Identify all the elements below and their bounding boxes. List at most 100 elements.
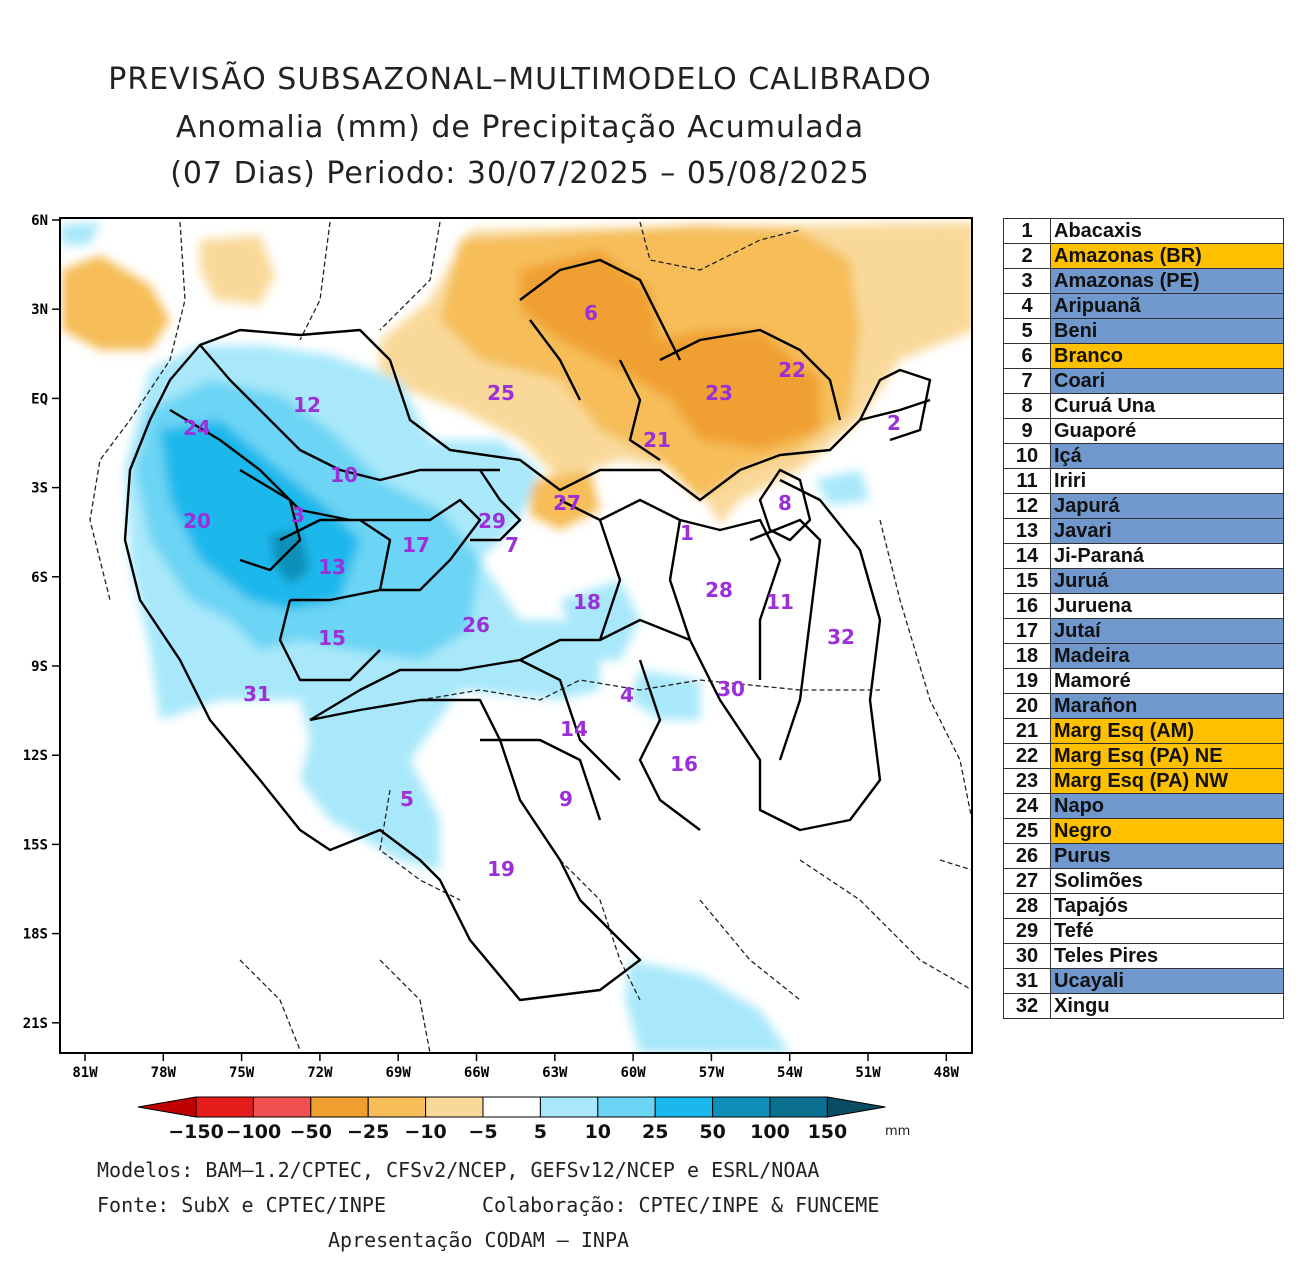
legend-number: 29 (1003, 918, 1051, 944)
legend-basin-name: Madeira (1050, 643, 1284, 669)
basin-label: 8 (778, 491, 792, 515)
legend-number: 3 (1003, 268, 1051, 294)
legend-row: 20 Marañon (1003, 693, 1284, 719)
basin-label: 15 (318, 626, 346, 650)
country-borders (89, 221, 972, 1053)
colorbar-tick-label: 150 (808, 1121, 848, 1143)
basin-legend-table: 1 Abacaxis 2 Amazonas (BR) 3 Amazonas (PE) 4 Ar… (1003, 218, 1284, 1019)
colorbar-tick-label: 100 (750, 1121, 790, 1143)
lon-tick-label: 48W (934, 1065, 960, 1081)
legend-basin-name: Japurá (1050, 493, 1284, 519)
basin-label: 9 (559, 787, 573, 811)
legend-row: 17 Jutaí (1003, 618, 1284, 644)
legend-row: 26 Purus (1003, 843, 1284, 869)
legend-number: 20 (1003, 693, 1051, 719)
footer-collaboration: Colaboração: CPTEC/INPE & FUNCEME (482, 1193, 880, 1217)
legend-basin-name: Ucayali (1050, 968, 1284, 994)
legend-row: 31 Ucayali (1003, 968, 1284, 994)
map-title-line-1: PREVISÃO SUBSAZONAL–MULTIMODELO CALIBRAD… (108, 62, 932, 97)
legend-basin-name: Ji-Paraná (1050, 543, 1284, 569)
basin-number-labels: 1 2 3 4 5 6 7 8 9 10 11 12 13 14 15 16 1… (183, 301, 901, 881)
legend-number: 22 (1003, 743, 1051, 769)
lon-tick-label: 51W (855, 1065, 881, 1081)
lat-tick-label: 3N (31, 302, 48, 318)
legend-number: 12 (1003, 493, 1051, 519)
legend-row: 22 Marg Esq (PA) NE (1003, 743, 1284, 769)
lat-tick-label: 18S (23, 927, 48, 943)
basin-label: 19 (487, 857, 515, 881)
legend-basin-name: Purus (1050, 843, 1284, 869)
legend-number: 19 (1003, 668, 1051, 694)
dry-anomaly-region (860, 222, 972, 330)
legend-basin-name: Beni (1050, 318, 1284, 344)
basin-label: 4 (620, 683, 634, 707)
legend-basin-name: Negro (1050, 818, 1284, 844)
basin-outlines (123, 258, 932, 1002)
legend-number: 2 (1003, 243, 1051, 269)
colorbar-tick-label: 25 (642, 1121, 668, 1143)
footer-models: Modelos: BAM–1.2/CPTEC, CFSv2/NCEP, GEFS… (97, 1158, 820, 1182)
basin-label: 23 (705, 381, 733, 405)
colorbar-unit: mm (885, 1124, 910, 1139)
dry-anomaly-region (62, 255, 170, 350)
legend-row: 6 Branco (1003, 343, 1284, 369)
lon-tick-label: 63W (542, 1065, 568, 1081)
legend-row: 13 Javari (1003, 518, 1284, 544)
lat-tick-label: EQ (31, 391, 48, 407)
map-frame (59, 217, 973, 1054)
legend-row: 18 Madeira (1003, 643, 1284, 669)
legend-number: 32 (1003, 993, 1051, 1019)
legend-basin-name: Marg Esq (AM) (1050, 718, 1284, 744)
basin-label: 7 (505, 533, 519, 557)
legend-number: 9 (1003, 418, 1051, 444)
legend-basin-name: Jutaí (1050, 618, 1284, 644)
legend-basin-name: Guaporé (1050, 418, 1284, 444)
footer-presentation: Apresentação CODAM – INPA (328, 1228, 630, 1252)
lon-tick-label: 57W (699, 1065, 725, 1081)
legend-row: 28 Tapajós (1003, 893, 1284, 919)
legend-number: 13 (1003, 518, 1051, 544)
legend-row: 19 Mamoré (1003, 668, 1284, 694)
legend-number: 25 (1003, 818, 1051, 844)
colorbar-tick-label: −10 (404, 1121, 446, 1143)
colorbar-segment (826, 1096, 886, 1118)
colorbar-segment (367, 1096, 427, 1118)
colorbar-segment (425, 1096, 484, 1118)
legend-row: 4 Aripuanã (1003, 293, 1284, 319)
legend-row: 1 Abacaxis (1003, 218, 1284, 244)
basin-label: 31 (243, 682, 271, 706)
basin-label: 26 (462, 613, 490, 637)
lon-tick-label: 75W (229, 1065, 255, 1081)
colorbar-tick-label: 10 (585, 1121, 611, 1143)
lon-tick-label: 72W (307, 1065, 333, 1081)
legend-number: 31 (1003, 968, 1051, 994)
legend-number: 23 (1003, 768, 1051, 794)
dry-anomaly-region (520, 250, 820, 450)
legend-basin-name: Tapajós (1050, 893, 1284, 919)
colorbar-tick-label: −100 (226, 1121, 282, 1143)
basin-label: 16 (670, 752, 698, 776)
legend-number: 1 (1003, 218, 1051, 244)
legend-row: 25 Negro (1003, 818, 1284, 844)
basin-label: 1 (680, 521, 694, 545)
colorbar-tick-label: 5 (534, 1121, 547, 1143)
legend-number: 17 (1003, 618, 1051, 644)
colorbar-tick-label: −25 (347, 1121, 389, 1143)
colorbar-tick-label: −5 (468, 1121, 497, 1143)
colorbar-segment (195, 1096, 254, 1118)
basin-label: 20 (183, 509, 211, 533)
legend-basin-name: Mamoré (1050, 668, 1284, 694)
legend-number: 24 (1003, 793, 1051, 819)
colorbar-segment (654, 1096, 714, 1118)
legend-row: 2 Amazonas (BR) (1003, 243, 1284, 269)
basin-label: 29 (478, 509, 506, 533)
colorbar-labels: −150 −100 −50 −25 −10 −5 5 10 25 50 100 150 (168, 1121, 847, 1143)
basin-label: 21 (643, 428, 671, 452)
legend-basin-name: Iriri (1050, 468, 1284, 494)
lon-tick-label: 69W (386, 1065, 412, 1081)
lon-tick-label: 81W (72, 1065, 98, 1081)
legend-basin-name: Xingu (1050, 993, 1284, 1019)
basin-label: 25 (487, 381, 515, 405)
legend-row: 9 Guaporé (1003, 418, 1284, 444)
